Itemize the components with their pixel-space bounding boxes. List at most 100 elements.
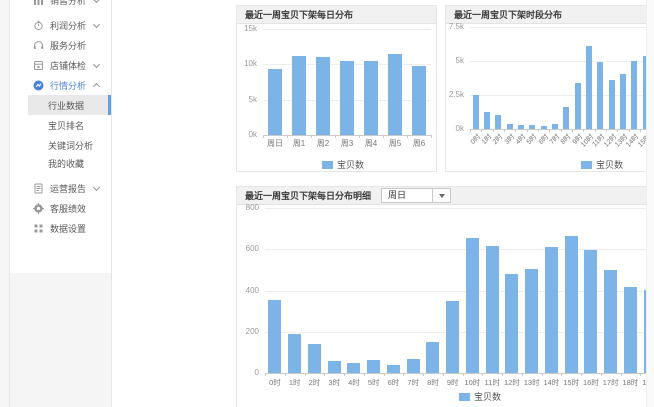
- x-axis-tickmark: [263, 135, 264, 138]
- sidebar-item-label: 客服绩效: [50, 203, 87, 214]
- sidebar-item-profit[interactable]: 利润分析: [10, 15, 111, 35]
- sidebar-subitem-label: 行业数据: [48, 100, 85, 111]
- x-axis-category-label: 17时: [602, 378, 619, 387]
- legend-label: 宝贝数: [337, 160, 365, 170]
- x-axis-category-label: 18时: [622, 378, 639, 387]
- chevron-up-icon: [92, 82, 101, 90]
- y-axis-tick-label: 0: [254, 368, 259, 377]
- y-gridline: [265, 208, 654, 209]
- sidebar-item-operation-report[interactable]: 运营报告: [10, 178, 111, 198]
- x-axis-tickmark: [561, 373, 562, 376]
- y-gridline: [263, 29, 431, 30]
- bar: [327, 361, 341, 373]
- chevron-down-icon: [92, 183, 101, 191]
- sales-chart-icon: [34, 0, 43, 5]
- bar: [268, 300, 282, 373]
- x-axis-category-label: 6时: [387, 378, 400, 387]
- y-axis-tick-label: 5k: [455, 56, 464, 65]
- bar: [268, 69, 282, 135]
- x-axis-tickmark: [581, 373, 582, 376]
- x-axis-tickmark: [344, 373, 345, 376]
- bar: [608, 80, 615, 129]
- x-axis-category-label: 1时: [288, 378, 301, 387]
- x-axis-tickmark: [629, 129, 630, 132]
- dropdown-button[interactable]: [433, 188, 452, 203]
- x-axis-tickmark: [384, 373, 385, 376]
- sidebar-item-shop-checkup[interactable]: 店铺体检: [10, 55, 111, 75]
- x-axis-category-label: 11时: [484, 378, 500, 387]
- bar: [472, 95, 479, 129]
- sidebar-item-cs-performance[interactable]: 客服绩效: [10, 198, 111, 218]
- bar: [586, 46, 592, 129]
- market-compass-icon: [33, 80, 44, 90]
- sidebar-subitem-industry-data[interactable]: 行业数据: [28, 95, 111, 115]
- sidebar-item-service[interactable]: 服务分析: [10, 35, 111, 55]
- y-axis-tick-label: 400: [245, 286, 259, 295]
- sidebar-subitem-favorites[interactable]: 我的收藏: [10, 153, 111, 173]
- bar: [367, 360, 381, 373]
- main-content: 最近一周宝贝下架每日分布 0k 5k 10k 15k 周日 周1 周2 周3 周4 周5 周6 宝贝…: [113, 0, 654, 407]
- sidebar-item-label: 店铺体检: [50, 60, 87, 71]
- x-axis-category-label: 周2: [316, 139, 330, 148]
- x-axis-line: [470, 129, 654, 130]
- bar: [563, 107, 570, 129]
- x-axis-category-label: 4时: [348, 378, 360, 387]
- x-axis-tickmark: [470, 129, 471, 132]
- vertical-scrollbar[interactable]: [646, 0, 654, 407]
- y-gridline: [265, 249, 654, 250]
- day-select-dropdown[interactable]: 周日: [381, 188, 452, 203]
- x-axis-category-label: 9时: [446, 378, 459, 387]
- sidebar-subitem-label: 我的收藏: [48, 158, 85, 169]
- sidebar-subitem-keyword-analysis[interactable]: 关键词分析: [10, 135, 111, 155]
- panel-header: 最近一周宝贝下架时段分布: [446, 6, 654, 24]
- y-gridline: [265, 332, 654, 333]
- sidebar-item-sales[interactable]: 销售分析: [10, 0, 111, 10]
- bar: [525, 269, 539, 373]
- bar: [426, 342, 440, 373]
- x-axis-category-label: 3时: [328, 378, 341, 387]
- bar: [316, 57, 330, 135]
- bar: [288, 334, 302, 373]
- legend-label: 宝贝数: [596, 160, 624, 170]
- sidebar-item-label: 行情分析: [50, 80, 87, 91]
- x-axis-category-label: 周6: [412, 139, 426, 148]
- x-axis-tickmark: [640, 373, 641, 376]
- bar: [552, 124, 558, 129]
- panel-title: 最近一周宝贝下架每日分布明细: [245, 191, 372, 201]
- x-axis-tickmark: [463, 373, 464, 376]
- x-axis-tickmark: [561, 129, 562, 132]
- bar: [564, 236, 578, 373]
- y-axis-tick-label: 600: [245, 244, 259, 253]
- x-axis-category-label: 14时: [543, 378, 560, 387]
- bar: [406, 359, 420, 373]
- performance-target-icon: [33, 202, 44, 214]
- x-axis-tickmark: [443, 373, 444, 376]
- y-axis-tick-label: 2.5k: [448, 90, 464, 99]
- x-axis-tickmark: [364, 373, 365, 376]
- bar: [623, 287, 637, 373]
- panel-title: 最近一周宝贝下架每日分布: [245, 10, 354, 20]
- bar: [412, 66, 426, 135]
- x-axis-category-label: 0时: [269, 378, 281, 387]
- x-axis-category-label: 7时: [407, 378, 420, 387]
- chart-legend[interactable]: 宝贝数: [459, 390, 501, 403]
- sidebar-item-data-settings[interactable]: 数据设置: [10, 218, 111, 238]
- bar: [446, 301, 460, 373]
- chart-legend[interactable]: 宝贝数: [322, 158, 364, 171]
- sidebar-item-market-analysis[interactable]: 行情分析: [10, 75, 111, 95]
- sidebar-subitem-item-ranking[interactable]: 宝贝排名: [10, 115, 111, 135]
- legend-swatch: [459, 392, 470, 401]
- x-axis-tickmark: [285, 373, 286, 376]
- sidebar-subitem-label: 宝贝排名: [48, 120, 85, 131]
- chevron-down-icon: [92, 20, 101, 28]
- chart-legend[interactable]: 宝贝数: [581, 158, 623, 171]
- bar: [386, 365, 400, 373]
- x-axis-category-label: 周4: [364, 139, 378, 148]
- bar: [584, 250, 598, 373]
- bar: [604, 270, 618, 373]
- x-axis-tickmark: [481, 129, 482, 132]
- bar: [631, 61, 638, 129]
- profit-scale-icon: [34, 20, 43, 30]
- x-axis-tickmark: [431, 135, 432, 138]
